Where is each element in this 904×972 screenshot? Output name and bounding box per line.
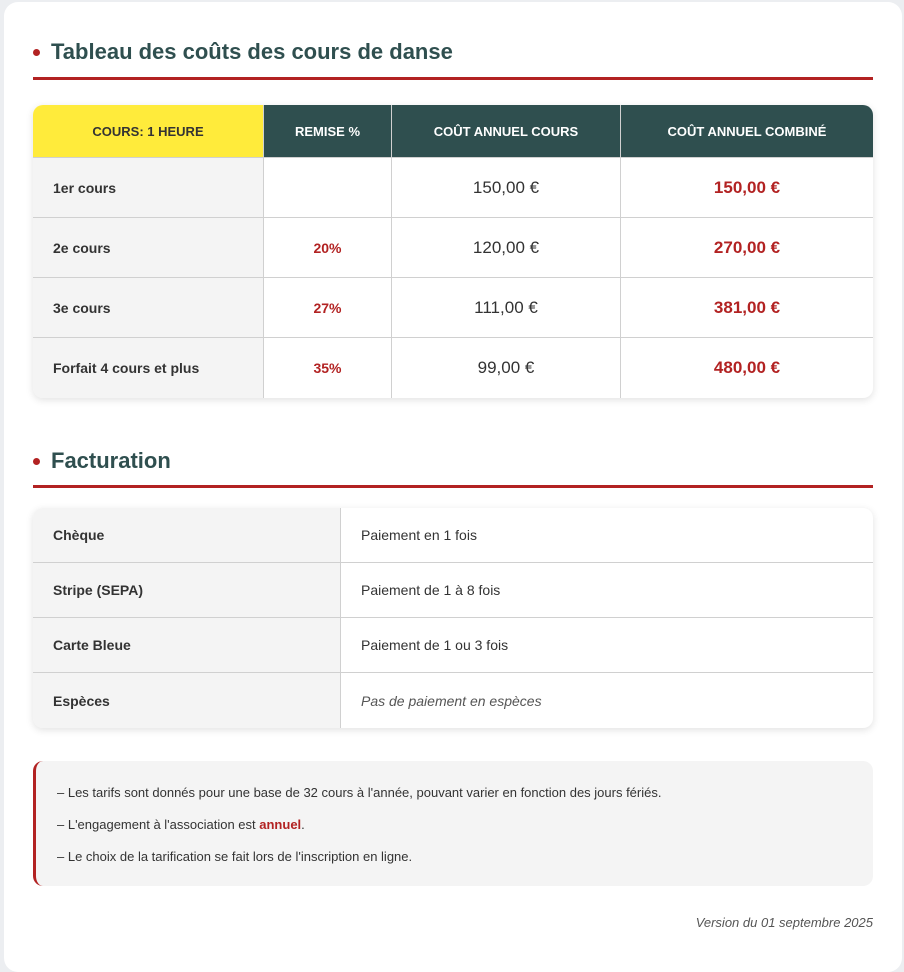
bullet-icon bbox=[33, 457, 40, 465]
row-combined: 381,00 € bbox=[621, 278, 873, 338]
billing-title: Facturation bbox=[33, 446, 873, 476]
row-annual: 111,00 € bbox=[392, 278, 621, 338]
row-discount bbox=[264, 158, 392, 218]
divider bbox=[33, 485, 873, 488]
row-combined: 480,00 € bbox=[713, 358, 781, 377]
note-line: – Les tarifs sont donnés pour une base d… bbox=[57, 785, 662, 800]
header-annual: COÛT ANNUEL COURS bbox=[392, 105, 621, 158]
row-discount: 27% bbox=[264, 278, 392, 338]
row-annual: 99,00 € bbox=[392, 338, 621, 398]
row-combined: 150,00 € bbox=[621, 158, 873, 218]
row-discount: 20% bbox=[264, 218, 392, 278]
table-row: 1er cours 150,00 €150,00 € bbox=[33, 158, 873, 218]
payment-method: Carte Bleue bbox=[33, 618, 341, 673]
costs-section: Tableau des coûts des cours de danse COU… bbox=[33, 37, 873, 398]
header-remise: REMISE % bbox=[264, 105, 392, 158]
header-combined: COÛT ANNUEL COMBINÉ bbox=[621, 105, 873, 158]
notes-box: – Les tarifs sont donnés pour une base d… bbox=[33, 761, 873, 886]
bullet-icon bbox=[33, 48, 40, 56]
payment-method: Chèque bbox=[33, 508, 341, 563]
divider bbox=[33, 77, 873, 80]
note-text: . bbox=[301, 817, 305, 832]
costs-title-text: Tableau des coûts des cours de danse bbox=[51, 39, 453, 64]
billing-section: Facturation Chèque Paiement en 1 fois Str… bbox=[33, 446, 873, 728]
row-label: Forfait 4 cours et plus bbox=[33, 338, 264, 398]
table-row: Stripe (SEPA) Paiement de 1 à 8 fois bbox=[33, 563, 873, 618]
payment-method: Espèces bbox=[33, 673, 341, 728]
note-line: – L'engagement à l'association est annue… bbox=[57, 817, 873, 849]
note-highlight: annuel bbox=[259, 817, 302, 832]
header-cours: COURS: 1 HEURE bbox=[33, 105, 264, 158]
payment-details: Paiement de 1 ou 3 fois bbox=[341, 618, 873, 673]
row-annual: 150,00 € bbox=[392, 158, 621, 218]
costs-table: COURS: 1 HEURE REMISE % COÛT ANNUEL COUR… bbox=[33, 105, 873, 398]
row-label: 2e cours bbox=[33, 218, 264, 278]
billing-table: Chèque Paiement en 1 fois Stripe (SEPA) Pa… bbox=[33, 508, 873, 728]
table-row: Carte Bleue Paiement de 1 ou 3 fois bbox=[33, 618, 873, 673]
table-row: Forfait 4 cours et plus 35% 99,00 € 480,00 … bbox=[33, 338, 873, 398]
row-label: 3e cours bbox=[33, 278, 264, 338]
note-line: – Le choix de la tarification se fait lo… bbox=[57, 849, 413, 864]
row-annual: 120,00 € bbox=[392, 218, 621, 278]
billing-title-text: Facturation bbox=[51, 448, 171, 473]
row-combined: 270,00 € bbox=[621, 218, 873, 278]
payment-method: Stripe (SEPA) bbox=[33, 563, 341, 618]
note-text: – L'engagement à l'association est bbox=[57, 817, 260, 832]
payment-details: Paiement en 1 fois bbox=[341, 508, 873, 563]
row-label: 1er cours bbox=[33, 158, 264, 218]
payment-details: Paiement de 1 à 8 fois bbox=[341, 563, 873, 618]
table-row: 2e cours 20% 120,00 €270,00 € bbox=[33, 218, 873, 278]
table-row: 3e cours 27% 111,00 €381,00 € bbox=[33, 278, 873, 338]
payment-details: Pas de paiement en espèces bbox=[361, 692, 542, 709]
costs-title: Tableau des coûts des cours de danse bbox=[33, 37, 873, 67]
table-row: Espèces Pas de paiement en espèces bbox=[33, 673, 873, 728]
table-row: Chèque Paiement en 1 fois bbox=[33, 508, 873, 563]
version-text: Version du 01 septembre 2025 bbox=[695, 915, 873, 930]
row-discount: 35% bbox=[264, 338, 392, 398]
